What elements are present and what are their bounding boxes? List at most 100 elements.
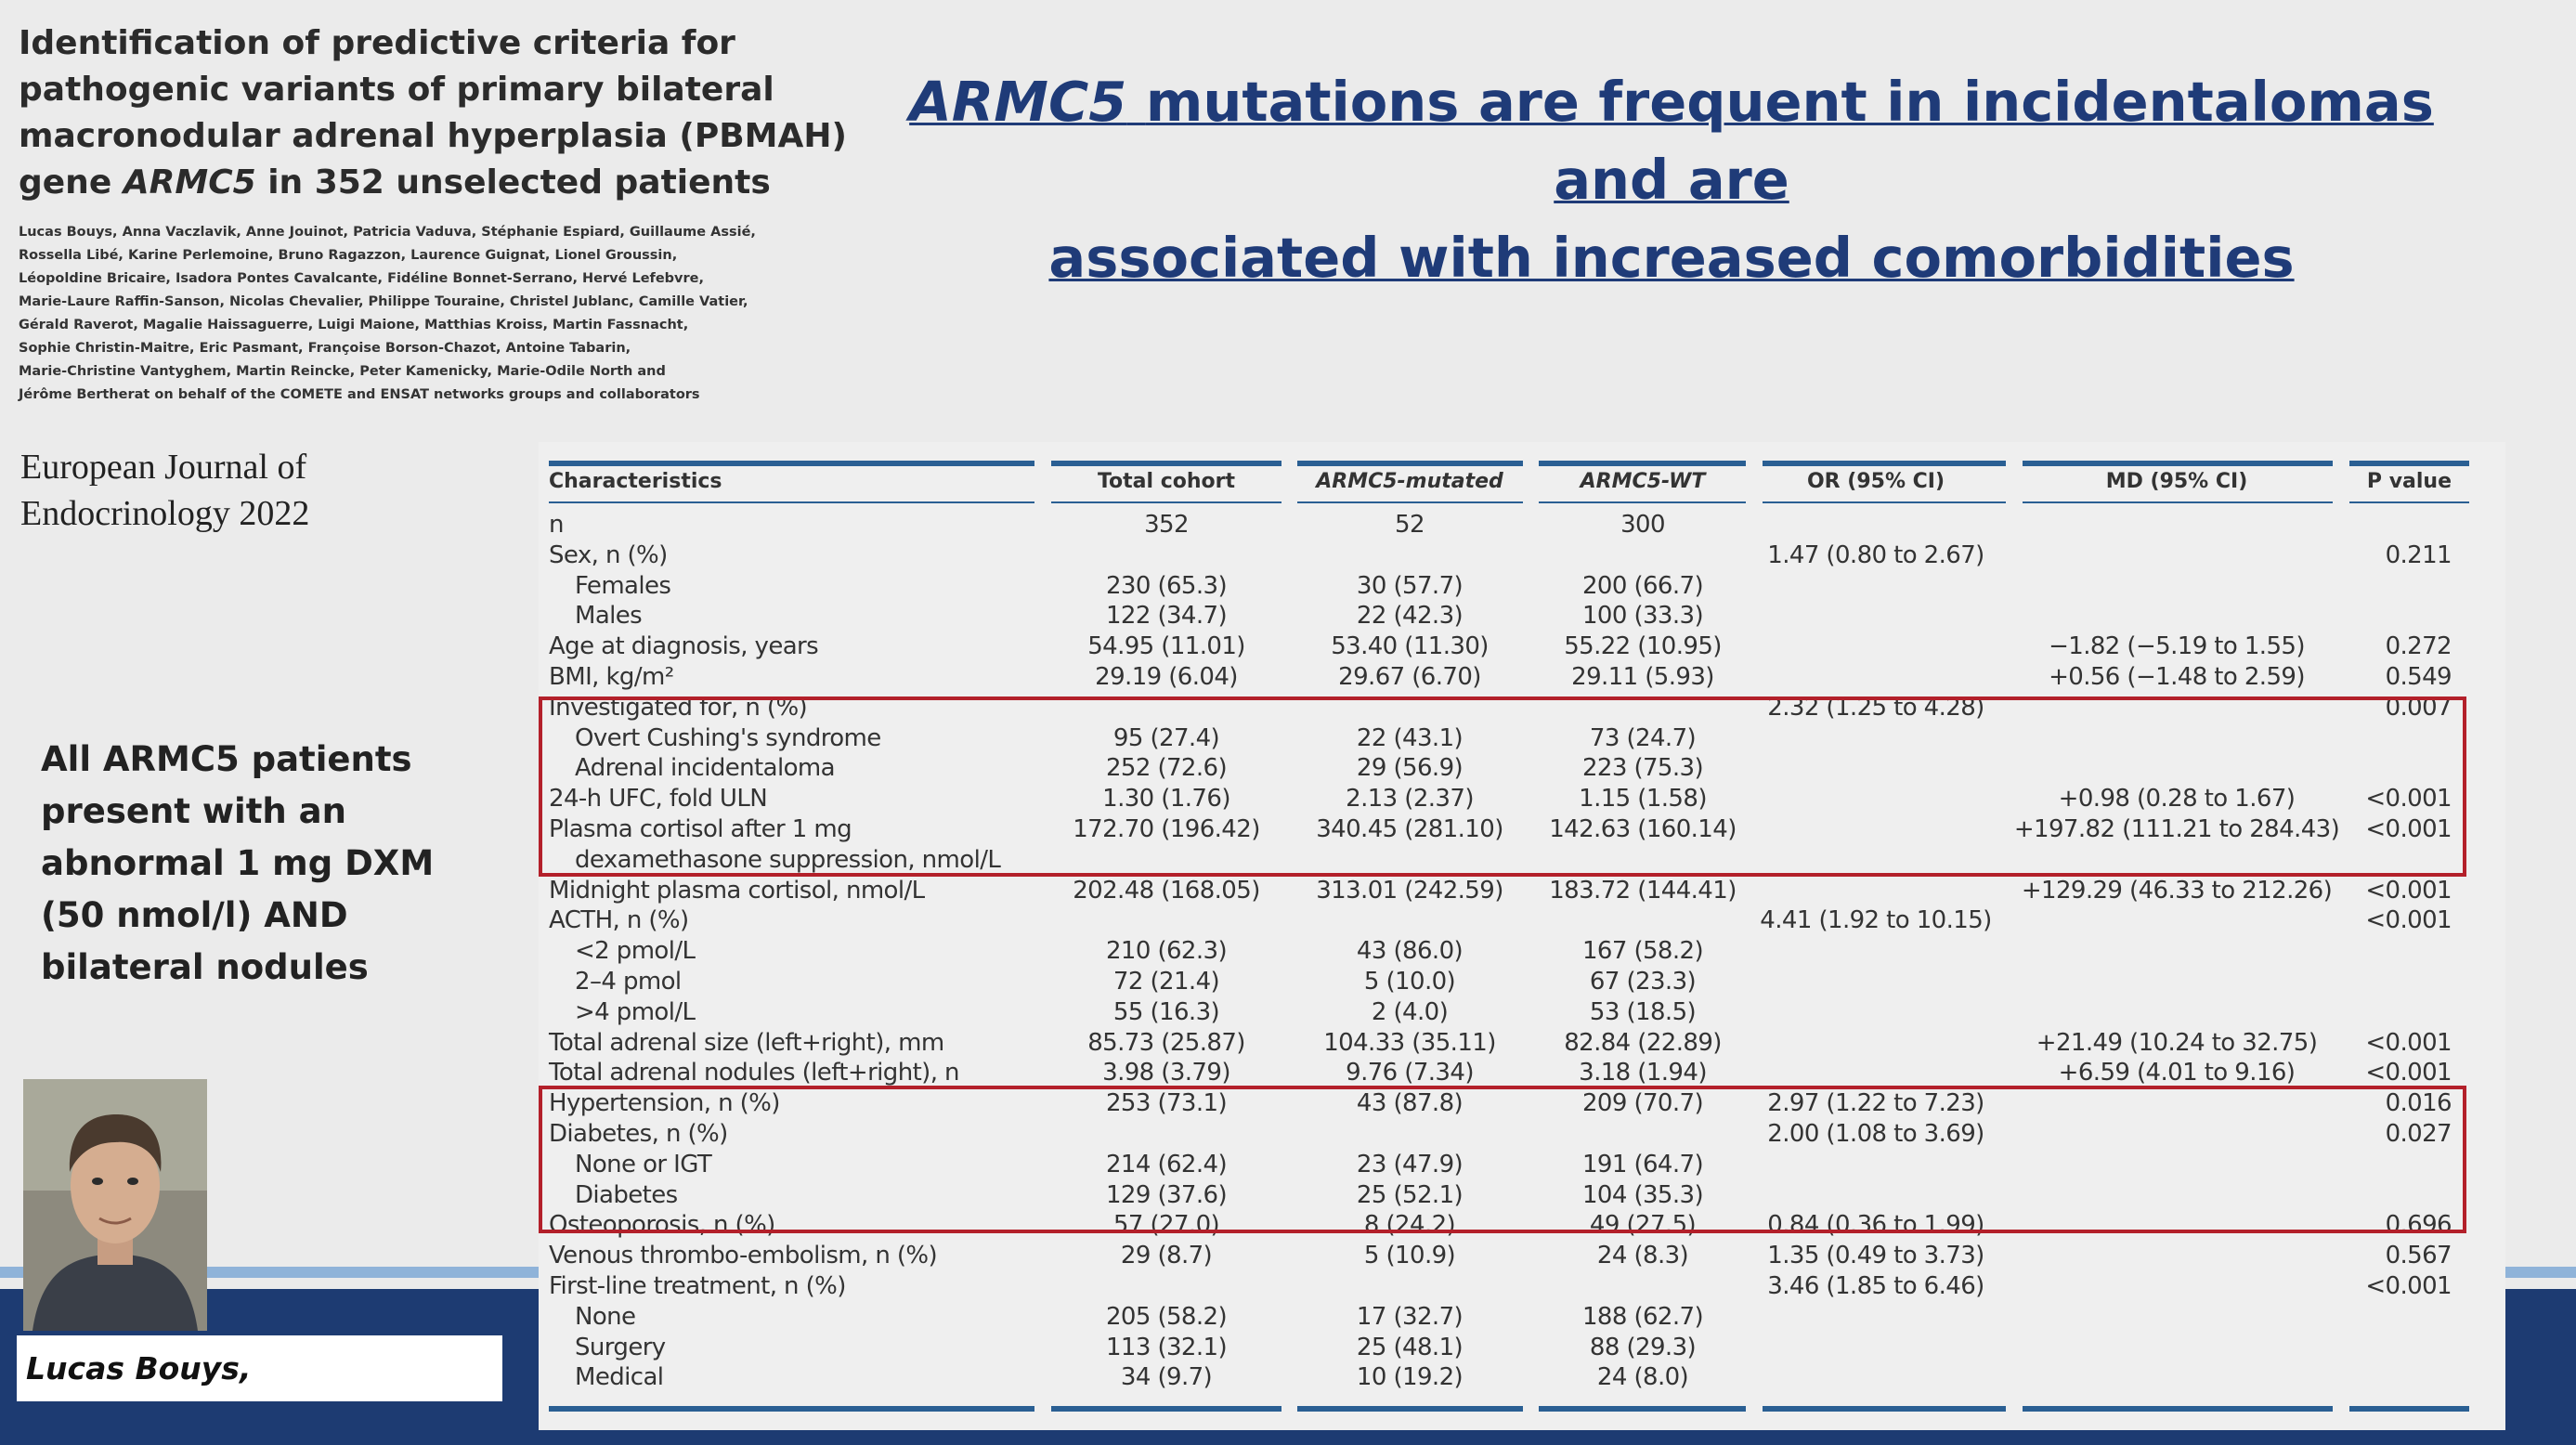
table-cell: 5 (10.9) xyxy=(1363,1242,1456,1270)
row-label: <2 pmol/L xyxy=(575,937,696,966)
table-cell: 0.696 xyxy=(2385,1211,2452,1240)
bottom-rule xyxy=(1297,1406,1523,1412)
paper-title: Identification of predictive criteria fo… xyxy=(19,20,847,206)
table-cell: 3.98 (3.79) xyxy=(1102,1059,1230,1087)
table-cell: 24 (8.0) xyxy=(1596,1363,1689,1392)
highlight-box xyxy=(539,696,2466,877)
row-label: Plasma cortisol after 1 mg dexamethasone… xyxy=(549,815,1001,874)
title-text: gene xyxy=(19,163,112,202)
table-cell: 3.46 (1.85 to 6.46) xyxy=(1767,1272,1984,1300)
table-cell: 57 (27.0) xyxy=(1112,1211,1220,1240)
row-label: None xyxy=(575,1302,636,1331)
table-cell: <0.001 xyxy=(2365,1028,2452,1057)
row-label: Age at diagnosis, years xyxy=(549,632,819,661)
table-cell: 0.84 (0.36 to 1.99) xyxy=(1767,1211,1984,1240)
table-cell: 52 xyxy=(1395,511,1425,539)
table-cell: +21.49 (10.24 to 32.75) xyxy=(2036,1028,2318,1057)
table-cell: 1.35 (0.49 to 3.73) xyxy=(1767,1242,1984,1270)
table-cell: 0.211 xyxy=(2385,540,2452,569)
row-label: None or IGT xyxy=(575,1150,712,1178)
header-rule xyxy=(549,461,1034,466)
row-label: BMI, kg/m² xyxy=(549,663,674,691)
table-cell: 172.70 (196.42) xyxy=(1073,815,1260,843)
table-cell: 25 (52.1) xyxy=(1356,1180,1464,1209)
table-cell: 17 (32.7) xyxy=(1356,1302,1464,1331)
table-cell: 202.48 (168.05) xyxy=(1073,876,1260,905)
note: All ARMC5 patients present with an abnor… xyxy=(41,734,434,994)
header-rule xyxy=(1539,461,1746,466)
table-cell: 82.84 (22.89) xyxy=(1564,1028,1722,1057)
row-label: First-line treatment, n (%) xyxy=(549,1272,846,1300)
header-underline xyxy=(549,501,1034,503)
presenter-box: Lucas Bouys, xyxy=(17,1335,502,1401)
table-cell: 72 (21.4) xyxy=(1112,968,1220,996)
title-line: gene ARMC5 in 352 unselected patients xyxy=(19,160,847,206)
row-label: 2–4 pmol xyxy=(575,968,682,996)
table-cell: 0.027 xyxy=(2385,1120,2452,1148)
row-label: Midnight plasma cortisol, nmol/L xyxy=(549,876,925,905)
row-label: Overt Cushing's syndrome xyxy=(575,723,881,752)
title-text: in 352 unselected patients xyxy=(267,163,771,202)
table-cell: 34 (9.7) xyxy=(1120,1363,1213,1392)
table-cell: 313.01 (242.59) xyxy=(1316,876,1503,905)
table-cell: −1.82 (−5.19 to 1.55) xyxy=(2049,632,2305,661)
table-cell: <0.001 xyxy=(2365,815,2452,843)
row-label: Venous thrombo-embolism, n (%) xyxy=(549,1242,938,1270)
headline-text: mutations are frequent in incidentalomas… xyxy=(1145,70,2434,212)
table-cell: 230 (65.3) xyxy=(1105,571,1228,600)
table-cell: 29.67 (6.70) xyxy=(1338,663,1481,691)
table-cell: 183.72 (144.41) xyxy=(1549,876,1737,905)
table-cell: 188 (62.7) xyxy=(1581,1302,1704,1331)
bottom-rule xyxy=(2349,1406,2469,1412)
table-cell: 67 (23.3) xyxy=(1589,968,1697,996)
bottom-rule xyxy=(1763,1406,2006,1412)
table-cell: 30 (57.7) xyxy=(1356,571,1464,600)
table-cell: 205 (58.2) xyxy=(1105,1302,1228,1331)
author-line: Gérald Raverot, Magalie Haissaguerre, Lu… xyxy=(19,318,689,332)
row-label: Adrenal incidentaloma xyxy=(575,754,836,783)
column-header: Characteristics xyxy=(549,470,722,493)
column-header: P value xyxy=(2366,470,2452,493)
table-cell: <0.001 xyxy=(2365,906,2452,935)
table-cell: 142.63 (160.14) xyxy=(1549,815,1737,843)
table-cell: 113 (32.1) xyxy=(1105,1333,1228,1361)
header-underline xyxy=(1297,501,1523,503)
column-header: MD (95% CI) xyxy=(2105,470,2248,493)
table-cell: 8 (24.2) xyxy=(1363,1211,1456,1240)
headline-text: associated with increased comorbidities xyxy=(1048,226,2295,290)
header-rule xyxy=(1763,461,2006,466)
table-cell: 88 (29.3) xyxy=(1589,1333,1697,1361)
table-cell: +0.98 (0.28 to 1.67) xyxy=(2058,785,2296,814)
table-cell: 4.41 (1.92 to 10.15) xyxy=(1760,906,1992,935)
row-label: >4 pmol/L xyxy=(575,997,696,1026)
table-cell: 29 (56.9) xyxy=(1356,754,1464,783)
header-rule xyxy=(2023,461,2333,466)
table-cell: 2.00 (1.08 to 3.69) xyxy=(1767,1120,1984,1148)
bottom-rule xyxy=(1539,1406,1746,1412)
header-rule xyxy=(1297,461,1523,466)
table-cell: 223 (75.3) xyxy=(1581,754,1704,783)
table-cell: 2.97 (1.22 to 7.23) xyxy=(1767,1089,1984,1118)
author-line: Jérôme Bertherat on behalf of the COMETE… xyxy=(19,387,700,402)
row-label: Diabetes, n (%) xyxy=(549,1120,728,1148)
row-label: Diabetes xyxy=(575,1180,678,1209)
table-cell: 1.15 (1.58) xyxy=(1579,785,1707,814)
table-cell: 252 (72.6) xyxy=(1105,754,1228,783)
table-cell: 85.73 (25.87) xyxy=(1087,1028,1245,1057)
table-cell: 54.95 (11.01) xyxy=(1087,632,1245,661)
row-label: Total adrenal size (left+right), mm xyxy=(549,1028,944,1057)
headline-gene: ARMC5 xyxy=(909,70,1127,134)
journal-line: Endocrinology 2022 xyxy=(20,494,310,533)
table-cell: 55 (16.3) xyxy=(1112,997,1220,1026)
table-cell: 210 (62.3) xyxy=(1105,937,1228,966)
row-label: ACTH, n (%) xyxy=(549,906,689,935)
table-cell: 104 (35.3) xyxy=(1581,1180,1704,1209)
table-cell: 214 (62.4) xyxy=(1105,1150,1228,1178)
table-panel xyxy=(539,442,2505,1430)
row-label: Medical xyxy=(575,1363,664,1392)
column-header: ARMC5-WT xyxy=(1580,470,1706,493)
table-cell: 191 (64.7) xyxy=(1581,1150,1704,1178)
title-line: pathogenic variants of primary bilateral xyxy=(19,71,774,109)
note-line: present with an xyxy=(41,791,346,831)
table-cell: 23 (47.9) xyxy=(1356,1150,1464,1178)
